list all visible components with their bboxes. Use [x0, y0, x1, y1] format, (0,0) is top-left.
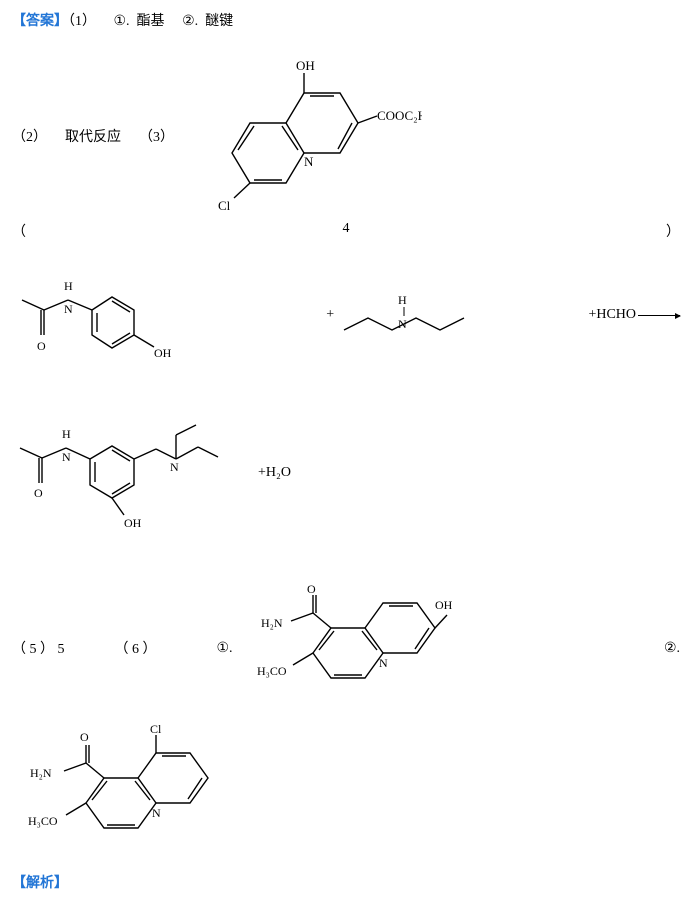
svg-text:OH: OH	[296, 58, 315, 73]
svg-text:N: N	[379, 656, 388, 670]
q2-q3-row: （2） 取代反应 （3）	[12, 58, 680, 213]
plus-h2o: +H₂O	[258, 465, 291, 481]
svg-text:O: O	[307, 583, 316, 596]
svg-text:N: N	[304, 154, 314, 169]
molecule-amide-oh: O H₂N H₃CO OH N	[243, 583, 453, 713]
svg-text:OH: OH	[124, 516, 142, 530]
svg-text:N: N	[64, 302, 73, 316]
q1-num: （1）	[68, 14, 96, 29]
mark-6-1: ①.	[217, 640, 233, 657]
svg-text:N: N	[152, 806, 161, 820]
molecule-acetamidophenol: H N O OH	[12, 255, 212, 375]
svg-text:H₃CO: H₃CO	[257, 664, 287, 678]
q2-num: （2）	[12, 126, 47, 146]
svg-text:COOC₂H₅: COOC₂H₅	[377, 108, 422, 123]
answer-line-1: 【答案】（1） ①. 酯基 ②. 醚键	[12, 10, 680, 30]
molecule-amide-cl: O H₂N H₃CO Cl N	[12, 723, 242, 863]
svg-text:N: N	[398, 317, 407, 331]
ans-2: 醚键	[205, 14, 233, 29]
svg-text:H₂N: H₂N	[30, 766, 52, 780]
q3-num: （3）	[139, 126, 174, 146]
svg-text:OH: OH	[435, 598, 453, 612]
plus-1: +	[326, 307, 334, 323]
reaction-arrow	[638, 315, 680, 316]
svg-text:N: N	[62, 450, 71, 464]
analysis-label: 【解析】	[12, 876, 68, 891]
q5-q6-row: （ 5 ） 5 （ 6 ） ①.	[12, 583, 680, 713]
svg-text:H: H	[398, 293, 407, 307]
mark-6-2: ②.	[664, 640, 680, 657]
svg-text:H₃CO: H₃CO	[28, 814, 58, 828]
svg-text:OH: OH	[154, 346, 172, 360]
ans-1: 酯基	[137, 14, 165, 29]
svg-text:H₂N: H₂N	[261, 616, 283, 630]
svg-text:Cl: Cl	[150, 723, 162, 736]
mark-2: ②.	[182, 13, 198, 30]
paren-right: ）	[666, 221, 680, 241]
svg-text:Cl: Cl	[218, 198, 231, 213]
q6-text: （ 6 ）	[115, 638, 157, 658]
molecule-diethylamine: H N	[334, 280, 474, 350]
equation-row-1: H N O OH + H N +HCHO	[12, 255, 680, 375]
plus-hcho: +HCHO	[588, 307, 636, 323]
svg-text:H: H	[62, 427, 71, 441]
paren-mid: 4	[343, 221, 350, 241]
svg-text:N: N	[170, 460, 179, 474]
paren-left: （	[12, 221, 26, 241]
molecule-b: OH COOC₂H₅ Cl N	[192, 58, 422, 213]
molecule-amide-cl-wrap: O H₂N H₃CO Cl N	[12, 723, 680, 868]
svg-text:H: H	[64, 279, 73, 293]
mark-1: ①.	[114, 13, 130, 30]
q5-text: （ 5 ） 5	[12, 638, 65, 658]
svg-text:O: O	[37, 339, 46, 353]
analysis-label-row: 【解析】	[12, 872, 680, 892]
svg-text:O: O	[34, 486, 43, 500]
molecule-mannich-product: H N O OH N	[12, 393, 252, 553]
equation-row-2: H N O OH N +H₂O	[12, 393, 680, 553]
answer-label: 【答案】	[12, 14, 68, 29]
svg-text:O: O	[80, 730, 89, 744]
q2-ans: 取代反应	[65, 126, 121, 146]
paren-4-row: （ 4 ）	[12, 221, 680, 241]
